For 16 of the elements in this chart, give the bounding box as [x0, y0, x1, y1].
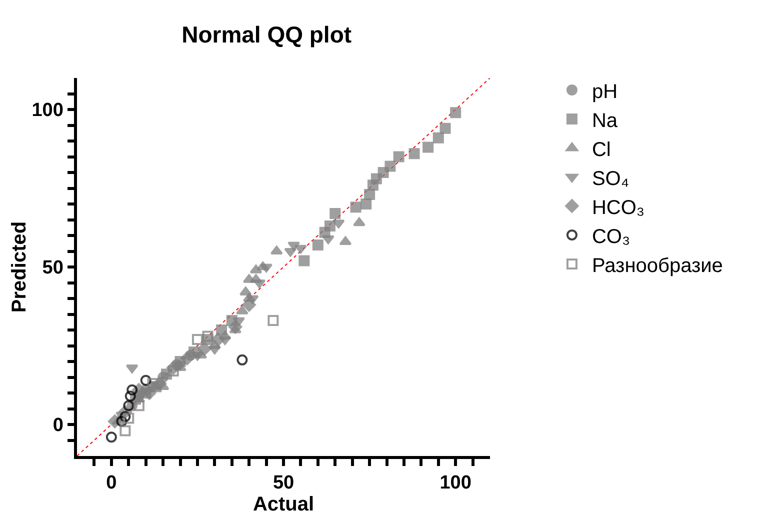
x-tick-label: 0	[106, 472, 117, 494]
x-tick-label: 50	[272, 472, 294, 494]
legend-label: SO₄	[592, 168, 630, 190]
y-axis-title: Predicted	[8, 221, 30, 313]
y-tick-label: 0	[52, 415, 64, 436]
x-tick-label: 100	[440, 472, 472, 494]
y-tick-label: 50	[42, 258, 64, 279]
y-tick-label: 100	[32, 100, 64, 122]
legend-label: Na	[592, 110, 618, 132]
legend-label: pH	[592, 80, 618, 103]
legend-label: CO₃	[592, 226, 630, 248]
x-axis-title: Actual	[252, 494, 314, 516]
legend-label: Cl	[592, 138, 611, 161]
chart-title: Normal QQ plot	[182, 21, 352, 48]
legend-label: Разнообразие	[592, 254, 723, 277]
legend-label: HCO₃	[592, 196, 645, 219]
